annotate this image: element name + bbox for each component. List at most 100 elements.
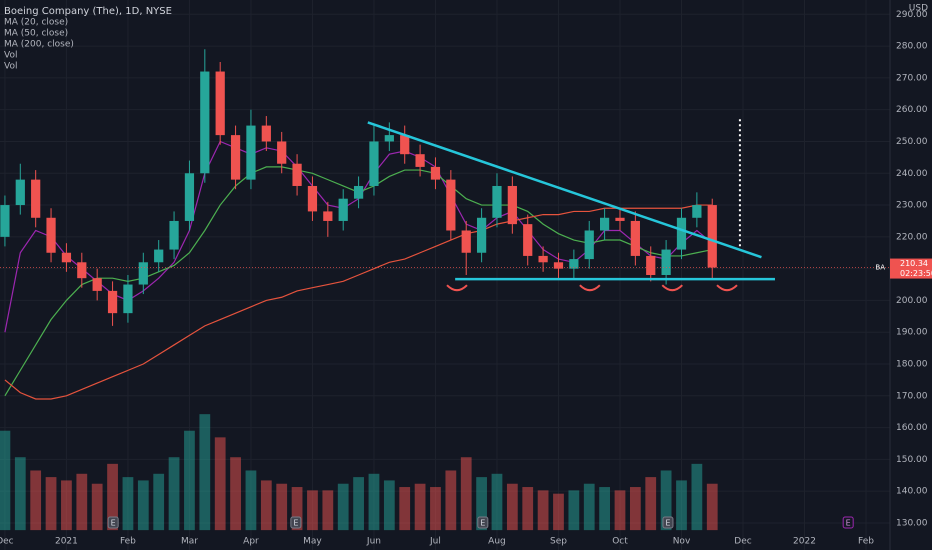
volume-bar — [214, 437, 226, 531]
candle-body — [430, 166, 441, 180]
volume-bar — [168, 457, 180, 531]
candle-body — [630, 220, 640, 256]
x-tick-label: Dec — [0, 537, 14, 547]
volume-bar — [676, 480, 687, 531]
volume-bar — [353, 477, 364, 531]
volume-bar — [153, 473, 165, 531]
x-tick-label: Apr — [243, 537, 259, 547]
candle-body — [77, 262, 87, 279]
candle-body — [169, 220, 179, 250]
volume-bar — [568, 490, 580, 531]
x-tick-label: Jul — [429, 537, 441, 547]
x-tick-label: Sep — [550, 537, 567, 547]
candle-body — [15, 179, 25, 206]
candle-body — [707, 205, 717, 268]
x-tick-label: Dec — [734, 537, 751, 547]
candle-body — [277, 141, 287, 164]
earnings-label: E — [480, 519, 485, 528]
volume-bar — [76, 473, 88, 531]
x-tick-label: Oct — [612, 537, 628, 547]
legend-entry: MA (200, close) — [4, 40, 74, 50]
legend-entry: MA (20, close) — [4, 18, 68, 28]
candle-body — [184, 173, 195, 221]
volume-bar — [537, 490, 549, 531]
candle-body — [261, 125, 271, 142]
arc — [661, 284, 683, 292]
x-tick-label: Nov — [673, 537, 691, 547]
volume-bar — [645, 477, 657, 531]
candle-body — [31, 179, 41, 218]
volume-bar — [291, 487, 303, 531]
volume-bar — [337, 483, 349, 531]
volume-bar — [260, 480, 272, 531]
candle-body — [0, 205, 10, 237]
volume-bar — [599, 487, 610, 531]
volume-bar — [137, 480, 149, 531]
candle-body — [246, 125, 256, 180]
arc — [716, 284, 738, 292]
y-tick-label: 170.00 — [896, 391, 928, 401]
volume-bar — [553, 493, 564, 531]
candle-body — [646, 255, 656, 275]
candle-body — [584, 230, 594, 260]
arc — [446, 284, 468, 292]
candle-body — [307, 185, 318, 212]
candle-body — [338, 198, 348, 221]
candle-body — [353, 185, 364, 199]
symbol-tag: BA — [875, 264, 885, 272]
volume-bar — [445, 470, 457, 531]
volume-bar — [706, 483, 718, 531]
candle-body — [123, 284, 133, 314]
volume-bar — [583, 483, 595, 531]
currency: USD — [909, 4, 928, 14]
candle-body — [461, 230, 471, 253]
volume-bar — [691, 463, 703, 531]
y-tick-label: 200.00 — [896, 296, 928, 306]
countdown-label: 02:23:50 — [900, 269, 932, 278]
volume-bar — [122, 477, 134, 531]
candle-body — [323, 211, 333, 221]
y-tick-label: 240.00 — [896, 169, 928, 179]
candle-body — [292, 163, 302, 186]
volume-bar — [660, 470, 672, 531]
candle-body — [492, 185, 502, 218]
candle-body — [400, 135, 410, 155]
volume-bar — [506, 483, 518, 531]
candle-body — [692, 205, 702, 218]
earnings-label: E — [293, 519, 298, 528]
legend-entry: Vol — [4, 62, 17, 72]
trendline — [367, 121, 762, 259]
y-tick-label: 230.00 — [896, 201, 928, 211]
earnings-label: E — [665, 519, 670, 528]
earnings-label: E — [111, 519, 116, 528]
x-tick-label: 2021 — [55, 537, 78, 547]
candle-body — [107, 290, 118, 314]
candle-body — [92, 278, 102, 291]
volume-bar — [399, 487, 411, 531]
volume-bar — [629, 487, 641, 531]
candle-body — [384, 135, 394, 142]
earnings-marker — [107, 516, 119, 529]
candle-body — [46, 217, 56, 253]
volume-bar — [491, 473, 503, 531]
y-tick-label: 150.00 — [896, 455, 928, 465]
volume-bar — [307, 490, 318, 531]
volume-bar — [383, 480, 395, 531]
y-tick-label: 290.00 — [896, 10, 928, 20]
volume-bar — [107, 463, 118, 531]
earnings-marker — [290, 516, 302, 529]
candle-body — [569, 259, 579, 269]
chart-title: Boeing Company (The), 1D, NYSE — [4, 6, 172, 17]
x-tick-label: Feb — [858, 537, 874, 547]
y-tick-label: 160.00 — [896, 423, 928, 433]
volume-bar — [460, 457, 472, 531]
volume-bar — [476, 477, 487, 531]
y-tick-label: 260.00 — [896, 105, 928, 115]
candle-body — [200, 71, 210, 174]
x-tick-label: Aug — [488, 537, 506, 547]
y-tick-label: 270.00 — [896, 73, 928, 83]
y-tick-label: 220.00 — [896, 232, 928, 242]
x-tick-label: Jun — [366, 537, 381, 547]
volume-bar — [30, 470, 42, 531]
